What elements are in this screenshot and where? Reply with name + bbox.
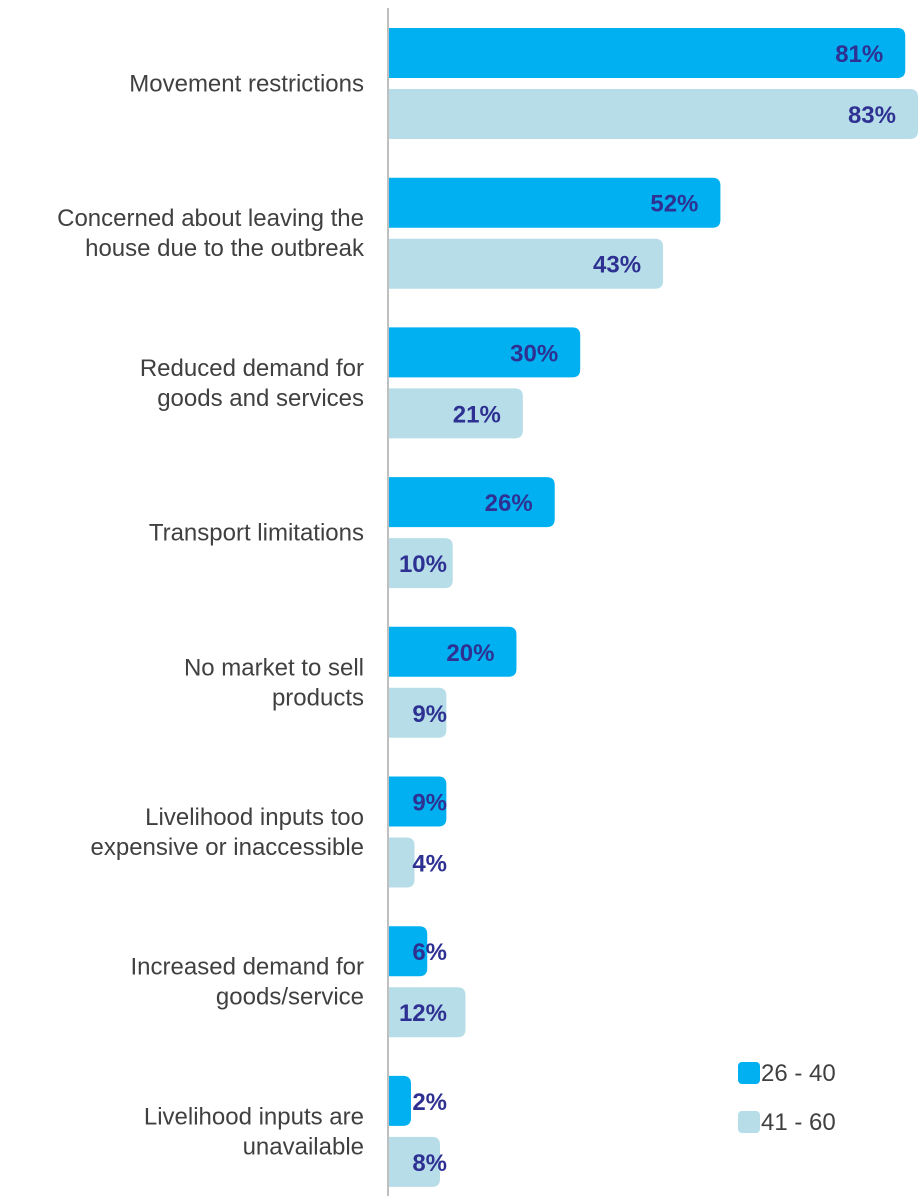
bars	[389, 28, 918, 1187]
value-label: 21%	[453, 401, 501, 428]
value-label: 9%	[412, 790, 447, 817]
value-labels: 81% 83% 52% 43% 30% 21% 26% 10% 20% 9% 9% 4% 6% 12% 2%…	[399, 41, 896, 1177]
value-label: 26%	[485, 490, 533, 517]
category-label: Concerned about leaving the house due to …	[57, 205, 365, 262]
legend-label: 26 - 40	[761, 1060, 836, 1087]
legend-swatch	[738, 1062, 760, 1084]
category-label: Livelihood inputs too expensive or inacce…	[91, 804, 364, 861]
bar-series-2	[389, 538, 453, 589]
value-label: 9%	[412, 701, 447, 728]
bar-series-2	[389, 837, 415, 888]
value-label: 10%	[399, 551, 447, 578]
bar-series-1	[389, 28, 906, 78]
bar-series-2	[389, 687, 447, 738]
legend-swatch	[738, 1111, 760, 1133]
legend-label: 41 - 60	[761, 1109, 836, 1136]
bar-series-1	[389, 1075, 411, 1126]
category-label: Livelihood inputs are unavailable	[144, 1103, 364, 1160]
bar-series-1	[389, 177, 721, 228]
bar-series-1	[389, 776, 447, 827]
bar-series-1	[389, 926, 428, 977]
value-label: 2%	[412, 1089, 447, 1116]
value-label: 4%	[412, 851, 447, 878]
category-label: Increased demand for goods/service	[131, 954, 364, 1011]
category-labels: Movement restrictions Concerned about lea…	[57, 71, 365, 1161]
bar-series-2	[389, 1136, 440, 1187]
legend: 26 - 40 41 - 60	[738, 1060, 836, 1136]
value-label: 6%	[412, 939, 447, 966]
category-label: Reduced demand for goods and services	[140, 355, 364, 412]
value-label: 8%	[412, 1150, 447, 1177]
bar-series-2	[389, 89, 918, 139]
bar-series-2	[389, 987, 466, 1038]
value-label: 30%	[510, 340, 558, 367]
bar-series-1	[389, 327, 581, 378]
bar-series-2	[389, 238, 664, 289]
category-label: Transport limitations	[149, 520, 364, 547]
value-label: 20%	[446, 640, 494, 667]
category-label: No market to sell products	[184, 654, 364, 711]
value-label: 12%	[399, 1000, 447, 1027]
bar-series-1	[389, 477, 555, 528]
value-label: 52%	[650, 191, 698, 218]
value-label: 83%	[848, 102, 896, 129]
bar-series-1	[389, 626, 517, 677]
bar-series-2	[389, 388, 523, 439]
value-label: 81%	[835, 41, 883, 68]
value-label: 43%	[593, 252, 641, 279]
category-label: Movement restrictions	[129, 71, 364, 98]
